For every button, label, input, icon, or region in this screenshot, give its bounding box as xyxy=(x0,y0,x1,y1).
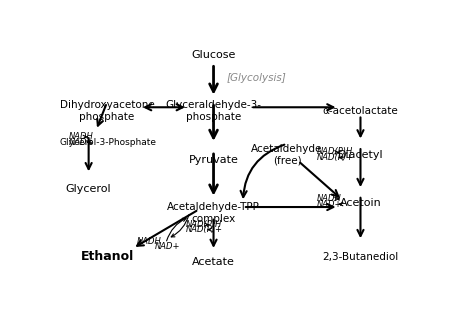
Text: Glucose: Glucose xyxy=(191,50,236,60)
Text: NAD+: NAD+ xyxy=(155,242,181,251)
Text: Glycerol-3-Phosphate: Glycerol-3-Phosphate xyxy=(59,138,156,147)
Text: Dihydroxyacetone
phosphate: Dihydroxyacetone phosphate xyxy=(60,100,155,122)
Text: NADH: NADH xyxy=(316,194,341,203)
Text: Diacetyl: Diacetyl xyxy=(337,150,383,160)
Text: Pyruvate: Pyruvate xyxy=(189,155,238,165)
Text: 2,3-Butanediol: 2,3-Butanediol xyxy=(322,252,399,262)
Text: Acetaldehyde-TPP
complex: Acetaldehyde-TPP complex xyxy=(167,202,260,224)
Text: NAD+: NAD+ xyxy=(69,137,94,147)
Text: Ethanol: Ethanol xyxy=(81,250,134,264)
Text: NAD(P)H: NAD(P)H xyxy=(186,220,222,228)
Text: [Glycolysis]: [Glycolysis] xyxy=(227,73,286,83)
Text: α-acetolactate: α-acetolactate xyxy=(323,106,398,116)
Text: NAD(P)+: NAD(P)+ xyxy=(316,153,354,162)
Text: Acetaldehyde
(free): Acetaldehyde (free) xyxy=(251,144,323,166)
Text: Glyceraldehyde-3-
phosphate: Glyceraldehyde-3- phosphate xyxy=(165,100,262,122)
Text: NADH: NADH xyxy=(137,237,162,246)
Text: NAD(P)+: NAD(P)+ xyxy=(186,225,223,234)
Text: NAD+: NAD+ xyxy=(316,200,342,209)
Text: NADH: NADH xyxy=(69,132,93,141)
Text: NAD(P)H: NAD(P)H xyxy=(316,147,353,156)
Text: Glycerol: Glycerol xyxy=(66,184,111,194)
Text: Acetate: Acetate xyxy=(192,257,235,267)
Text: Acetoin: Acetoin xyxy=(339,198,382,208)
